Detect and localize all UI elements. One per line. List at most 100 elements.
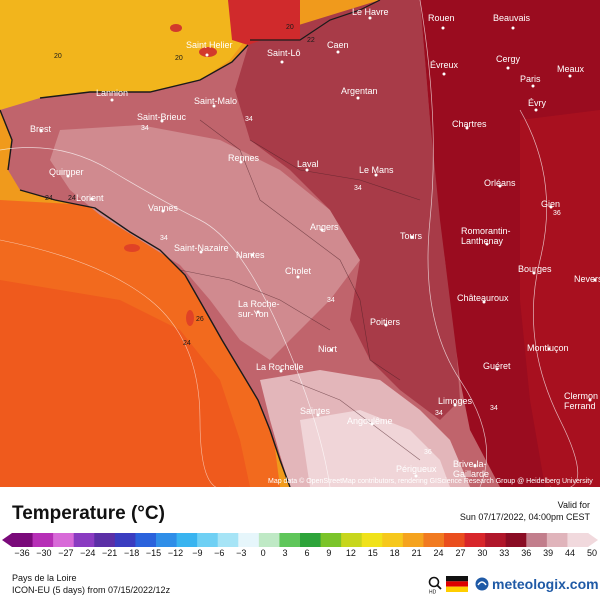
germany-flag-icon[interactable]	[446, 576, 468, 592]
city-label: Romorantin-Lanthenay	[461, 226, 511, 246]
colorbar-segment	[402, 533, 424, 547]
svg-text:36: 36	[424, 449, 432, 456]
map-attribution: Map data © OpenStreetMap contributors, r…	[268, 478, 593, 485]
zoom-hd-icon[interactable]: HD	[427, 576, 443, 594]
colorbar-tick-label: −18	[123, 548, 140, 558]
city-label: Saint-Lô	[267, 48, 301, 58]
city-label: Rouen	[428, 13, 455, 23]
city-label: Guéret	[483, 361, 511, 371]
colorbar-high-arrow	[588, 533, 598, 547]
svg-text:20: 20	[286, 24, 294, 31]
temperature-colorbar	[2, 533, 598, 547]
meteologix-logo-icon	[475, 577, 489, 591]
colorbar-segment	[114, 533, 136, 547]
city-label: La Roche-sur-Yon	[238, 299, 280, 319]
legend-panel: Temperature (°C) Valid for Sun 07/17/202…	[0, 487, 600, 600]
city-label: Saint Helier	[186, 40, 233, 50]
city-label: Saintes	[300, 406, 331, 416]
colorbar-tick-label: 9	[326, 548, 332, 558]
colorbar-tick-label: −30	[36, 548, 52, 558]
svg-text:34: 34	[490, 405, 498, 412]
colorbar-segment	[546, 533, 568, 547]
city-label: Le Havre	[352, 7, 389, 17]
coastline	[0, 44, 291, 487]
city-label: Angoulême	[347, 416, 393, 426]
region-border	[179, 119, 421, 461]
city-label: Nevers	[574, 274, 600, 284]
colorbar-segment	[32, 533, 54, 547]
temperature-map[interactable]: Le Havre Rouen Beauvais Saint Helier Sai…	[0, 0, 600, 487]
colorbar-segment	[12, 533, 34, 547]
colorbar-tick-label: −6	[214, 548, 225, 558]
colorbar-segment	[361, 533, 383, 547]
colorbar-tick-label: 39	[543, 548, 554, 558]
land-central	[235, 0, 460, 420]
city-label: Orléans	[484, 178, 516, 188]
colorbar-segment	[382, 533, 404, 547]
colorbar-tick-label: 12	[345, 548, 356, 558]
valid-label: Valid for	[557, 500, 590, 510]
colorbar-low-arrow	[2, 533, 12, 547]
colorbar-tick-label: 33	[499, 548, 510, 558]
land-east-hotter	[520, 110, 600, 487]
colorbar-tick-label: −3	[236, 548, 247, 558]
city-label: Poitiers	[370, 317, 401, 327]
brand-name: meteologix.com	[492, 576, 599, 592]
colorbar-tick-label: −21	[102, 548, 118, 558]
city-label: Évreux	[430, 60, 459, 70]
city-label: Caen	[327, 40, 349, 50]
coastline-inner	[19, 0, 381, 201]
svg-text:34: 34	[245, 116, 253, 123]
valid-time: Sun 07/17/2022, 04:00pm CEST	[459, 512, 590, 522]
city-label: Niort	[318, 344, 338, 354]
colorbar-segment	[279, 533, 301, 547]
city-markers: Le Havre Rouen Beauvais Saint Helier Sai…	[30, 7, 600, 479]
city-label: Limoges	[438, 396, 473, 406]
city-label: Laval	[297, 159, 319, 169]
svg-text:20: 20	[54, 53, 62, 60]
region-label: Pays de la Loire	[12, 573, 77, 583]
city-label: Gien	[541, 199, 560, 209]
svg-text:24: 24	[183, 340, 191, 347]
sea-atlantic-deep	[0, 280, 250, 487]
city-label: Quimper	[49, 167, 84, 177]
colorbar-tick-label: 36	[521, 548, 532, 558]
city-label: Lannion	[96, 88, 128, 98]
brand-logo[interactable]: meteologix.com	[475, 574, 599, 594]
svg-text:24: 24	[68, 195, 76, 202]
city-label: Nantes	[236, 250, 265, 260]
colorbar-segment	[485, 533, 507, 547]
isotherm-labels: 20 22 20 20 34 24 34 34 34 24 26 24 34 3…	[45, 24, 561, 456]
isotherm-line	[419, 0, 487, 487]
colorbar-segment	[567, 533, 589, 547]
city-label: Montluçon	[527, 343, 569, 353]
colorbar-segment	[300, 533, 322, 547]
colorbar-tick-label: 50	[586, 548, 598, 558]
colorbar-tick-label: −24	[80, 548, 96, 558]
svg-text:34: 34	[354, 185, 362, 192]
colorbar-segment	[423, 533, 445, 547]
colorbar-segment	[444, 533, 466, 547]
isotherm-line	[519, 109, 579, 487]
colorbar-segment	[94, 533, 116, 547]
isotherm-line	[0, 239, 230, 487]
colorbar-segment	[53, 533, 75, 547]
island-belle-ile	[124, 244, 140, 252]
svg-text:34: 34	[160, 235, 168, 242]
colorbar-tick-label: 3	[282, 548, 288, 558]
city-label: Rennes	[228, 153, 260, 163]
colorbar-segment	[73, 533, 95, 547]
colorbar-tick-label: 6	[304, 548, 310, 558]
colorbar-tick-label: −36	[14, 548, 30, 558]
model-run-label: ICON-EU (5 days) from 07/15/2022/12z	[12, 585, 171, 595]
city-label: Saint-Brieuc	[137, 112, 187, 122]
city-label: Meaux	[557, 64, 585, 74]
city-label: Cergy	[496, 54, 521, 64]
svg-text:20: 20	[175, 55, 183, 62]
legend-title: Temperature (°C)	[12, 503, 165, 524]
city-label: Angers	[310, 222, 339, 232]
city-label: Évry	[528, 98, 547, 108]
colorbar-segment	[258, 533, 280, 547]
city-label: Cholet	[285, 266, 312, 276]
